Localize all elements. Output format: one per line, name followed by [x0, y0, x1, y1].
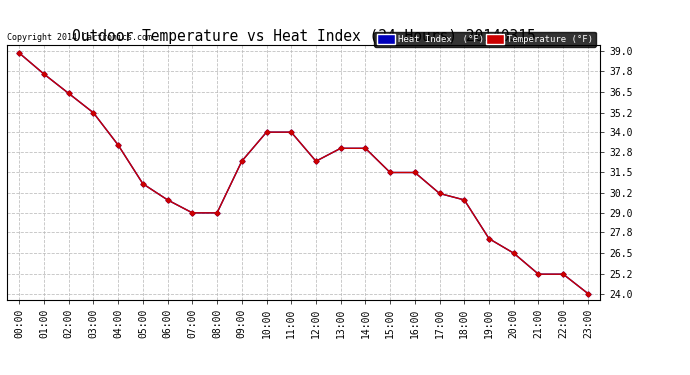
Text: Copyright 2014 Cartronics.com: Copyright 2014 Cartronics.com — [7, 33, 152, 42]
Title: Outdoor Temperature vs Heat Index (24 Hours) 20140315: Outdoor Temperature vs Heat Index (24 Ho… — [72, 29, 535, 44]
Legend: Heat Index  (°F), Temperature (°F): Heat Index (°F), Temperature (°F) — [374, 32, 595, 47]
